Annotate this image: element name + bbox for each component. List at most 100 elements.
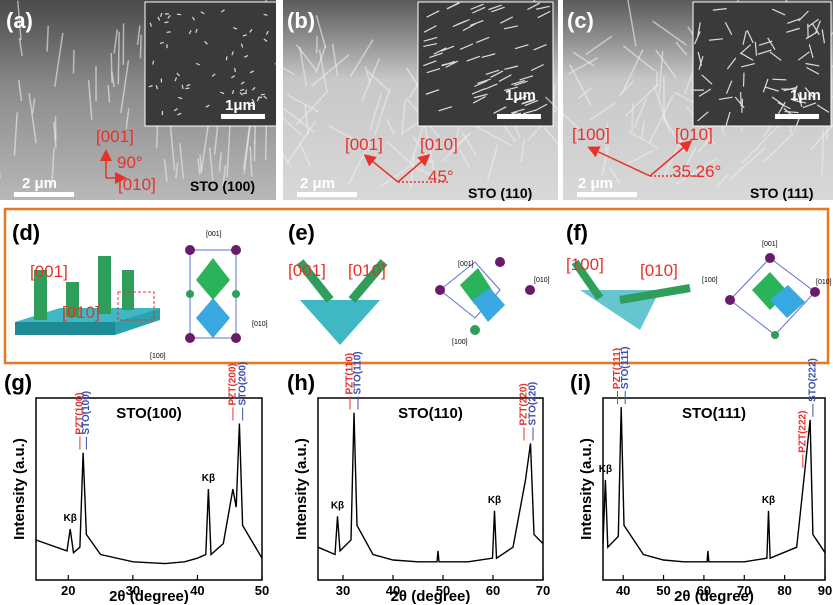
nanorod bbox=[111, 53, 112, 83]
cell-axis: [100] bbox=[452, 339, 468, 346]
plot-frame bbox=[36, 398, 262, 580]
inset-texture bbox=[235, 68, 236, 72]
scale-bar bbox=[577, 192, 637, 197]
cell-axis: [100] bbox=[150, 353, 166, 360]
substrate-label: STO (111) bbox=[750, 185, 814, 201]
panel-label: (f) bbox=[566, 220, 588, 245]
scale-bar bbox=[297, 192, 357, 197]
cell-axis: [001] bbox=[458, 261, 474, 268]
x-tick-label: 50 bbox=[255, 583, 269, 598]
chart-title: STO(100) bbox=[116, 405, 182, 422]
x-tick-label: 40 bbox=[190, 583, 204, 598]
x-tick-label: 40 bbox=[386, 583, 400, 598]
direction: [010] bbox=[348, 261, 386, 280]
angle: 45° bbox=[428, 167, 454, 186]
y-axis-label: Intensity (a.u.) bbox=[578, 438, 595, 540]
x-tick-label: 60 bbox=[486, 583, 500, 598]
panel-gap bbox=[276, 0, 283, 200]
direction: [100] bbox=[566, 255, 604, 274]
inset-texture bbox=[164, 22, 168, 23]
panel-label: (e) bbox=[288, 220, 315, 245]
cell-axis: [001] bbox=[206, 231, 222, 238]
cell-axis: [010] bbox=[816, 279, 832, 286]
inset-texture bbox=[185, 88, 189, 89]
chart-title: STO(110) bbox=[398, 405, 463, 422]
chart-title: STO(111) bbox=[682, 405, 746, 422]
direction: [010] bbox=[640, 261, 678, 280]
panel-label: (a) bbox=[6, 8, 33, 33]
xrd-row: (g)STO(100)Intensity (a.u.)2θ (degree)20… bbox=[4, 346, 832, 605]
x-tick-label: 30 bbox=[126, 583, 140, 598]
scale-bar bbox=[14, 192, 74, 197]
inset-texture bbox=[182, 85, 183, 89]
substrate-label: STO (100) bbox=[190, 178, 255, 194]
panel-label: (d) bbox=[12, 220, 40, 245]
schematic-d: (d) [001] [010] [001] [010] [100] bbox=[12, 220, 268, 360]
cell-axis: [100] bbox=[702, 277, 718, 284]
peak-label: Kβ bbox=[64, 513, 77, 524]
cell-axis: [001] bbox=[762, 241, 778, 248]
inset-scale: 1μm bbox=[505, 87, 536, 104]
inset-scale-bar bbox=[497, 114, 541, 119]
inset-scale-bar bbox=[221, 114, 265, 119]
xrd-curve bbox=[318, 413, 543, 562]
panel-gap bbox=[558, 0, 563, 200]
peak-label: STO(100) bbox=[81, 391, 92, 435]
scale-label: 2 μm bbox=[578, 175, 613, 192]
x-tick-label: 60 bbox=[697, 583, 711, 598]
nanorod bbox=[140, 35, 141, 58]
direction: [010] bbox=[675, 125, 713, 144]
direction: [001] bbox=[30, 262, 68, 281]
peak-label: PZT(222) bbox=[797, 411, 808, 453]
panel-label: (h) bbox=[287, 370, 315, 395]
peak-label: Kβ bbox=[488, 495, 501, 506]
inset-scale-bar bbox=[775, 114, 819, 119]
direction: [001] bbox=[288, 261, 326, 280]
x-tick-label: 70 bbox=[536, 583, 550, 598]
peak-label: STO(111) bbox=[620, 346, 631, 389]
inset-scale: 1μm bbox=[225, 97, 256, 114]
sem-inset bbox=[418, 2, 553, 126]
peak-label: Kβ bbox=[331, 500, 344, 511]
schematic-f: (f) [100] [010] [001] [010] [100] bbox=[566, 220, 832, 286]
x-tick-label: 50 bbox=[656, 583, 670, 598]
peak-label: Kβ bbox=[762, 495, 775, 506]
panel-label: (g) bbox=[4, 370, 32, 395]
panel-label: (b) bbox=[287, 8, 315, 33]
inset-texture bbox=[177, 14, 181, 15]
peak-label: STO(110) bbox=[353, 351, 364, 394]
x-tick-label: 50 bbox=[436, 583, 450, 598]
substrate-label: STO (110) bbox=[468, 185, 532, 201]
direction: [001] bbox=[96, 127, 134, 146]
inset-scale: 1μm bbox=[790, 87, 821, 104]
x-tick-label: 30 bbox=[336, 583, 350, 598]
peak-label: STO(222) bbox=[808, 358, 819, 402]
inset-texture bbox=[167, 32, 171, 33]
cell-axis: [010] bbox=[252, 321, 268, 328]
xrd-curve bbox=[603, 407, 825, 562]
figure: (a) 1μm 2 μm [001] 90° [010] STO (100) (… bbox=[0, 0, 833, 605]
scale-label: 2 μm bbox=[300, 175, 335, 192]
xrd-curve bbox=[36, 424, 262, 564]
x-tick-label: 80 bbox=[777, 583, 791, 598]
y-axis-label: Intensity (a.u.) bbox=[11, 438, 28, 540]
x-tick-label: 70 bbox=[737, 583, 751, 598]
panel-label: (i) bbox=[570, 370, 591, 395]
direction: [001] bbox=[345, 135, 383, 154]
sem-inset bbox=[145, 2, 277, 126]
panel-label: (c) bbox=[567, 8, 594, 33]
peak-label: Kβ bbox=[599, 464, 612, 475]
peak-label: Kβ bbox=[202, 473, 215, 484]
inset-texture bbox=[772, 79, 786, 80]
x-tick-label: 40 bbox=[616, 583, 630, 598]
inset-texture bbox=[226, 56, 227, 60]
plot-frame bbox=[603, 398, 825, 580]
cell-axis: [010] bbox=[534, 277, 550, 284]
direction: [100] bbox=[572, 125, 610, 144]
x-tick-label: 90 bbox=[818, 583, 832, 598]
schematic-shapes bbox=[15, 245, 820, 345]
angle: 35.26° bbox=[672, 162, 721, 181]
direction: [010] bbox=[420, 135, 458, 154]
peak-label: STO(220) bbox=[528, 382, 539, 426]
angle: 90° bbox=[117, 153, 143, 172]
